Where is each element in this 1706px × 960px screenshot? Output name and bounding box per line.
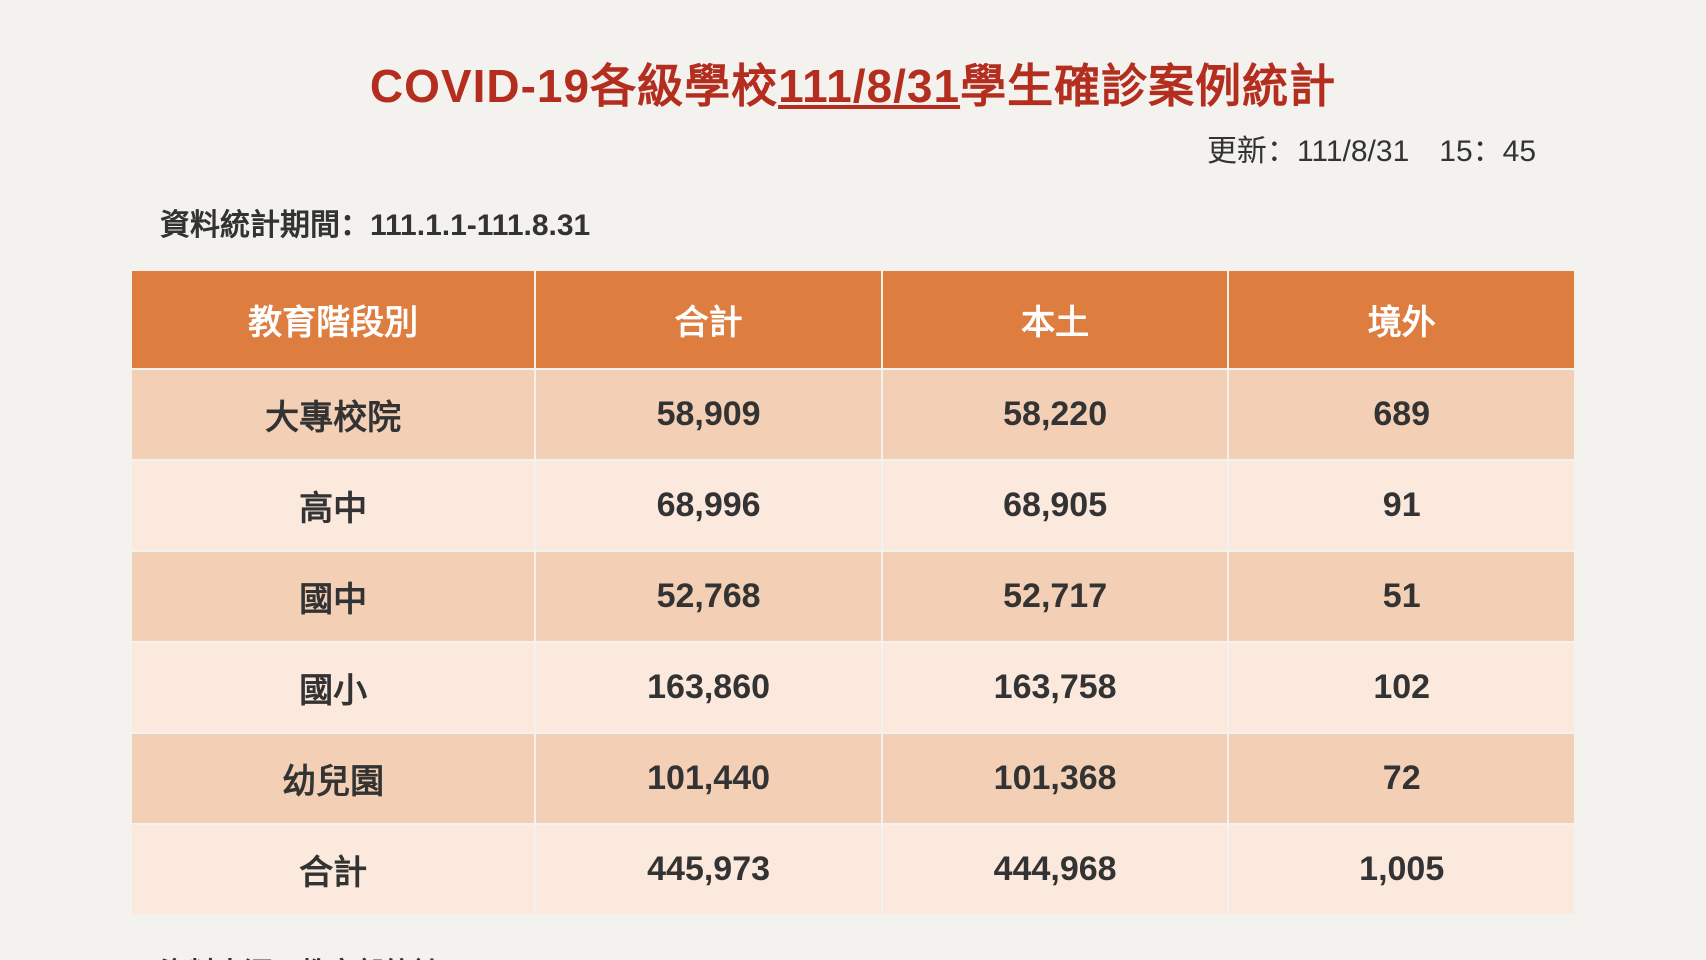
- table-cell: 163,860: [535, 642, 882, 733]
- table-cell: 68,905: [882, 460, 1229, 551]
- table-cell: 68,996: [535, 460, 882, 551]
- update-label: 更新：: [1207, 135, 1297, 168]
- main-title: COVID-19各級學校111/8/31學生確診案例統計: [130, 50, 1576, 116]
- table-cell: 91: [1228, 460, 1575, 551]
- table-row: 國小163,860163,758102: [131, 642, 1575, 733]
- slide-container: COVID-19各級學校111/8/31學生確診案例統計 更新：111/8/31…: [0, 0, 1706, 960]
- table-header-row: 教育階段別合計本土境外: [131, 270, 1575, 369]
- table-cell: 101,368: [882, 733, 1229, 824]
- table-header-cell: 境外: [1228, 270, 1575, 369]
- table-cell: 163,758: [882, 642, 1229, 733]
- table-cell: 51: [1228, 551, 1575, 642]
- table-cell: 444,968: [882, 824, 1229, 915]
- table-row: 高中68,99668,90591: [131, 460, 1575, 551]
- table-row: 合計445,973444,9681,005: [131, 824, 1575, 915]
- table-cell: 445,973: [535, 824, 882, 915]
- table-body: 大專校院58,90958,220689高中68,99668,90591國中52,…: [131, 369, 1575, 915]
- table-head: 教育階段別合計本土境外: [131, 270, 1575, 369]
- table-header-cell: 教育階段別: [131, 270, 535, 369]
- table-row: 幼兒園101,440101,36872: [131, 733, 1575, 824]
- table-row: 大專校院58,90958,220689: [131, 369, 1575, 460]
- title-post: 學生確診案例統計: [960, 60, 1336, 112]
- table-cell: 101,440: [535, 733, 882, 824]
- period-value: 111.1.1-111.8.31: [370, 209, 590, 242]
- table-cell: 58,220: [882, 369, 1229, 460]
- table-cell: 52,717: [882, 551, 1229, 642]
- table-cell: 72: [1228, 733, 1575, 824]
- title-date-underlined: 111/8/31: [778, 60, 960, 112]
- cases-table: 教育階段別合計本土境外 大專校院58,90958,220689高中68,9966…: [130, 269, 1576, 916]
- table-cell: 102: [1228, 642, 1575, 733]
- table-cell: 1,005: [1228, 824, 1575, 915]
- table-cell: 國中: [131, 551, 535, 642]
- update-value: 111/8/31 15：45: [1297, 135, 1536, 168]
- table-header-cell: 本土: [882, 270, 1229, 369]
- table-cell: 幼兒園: [131, 733, 535, 824]
- table-cell: 國小: [131, 642, 535, 733]
- table-cell: 52,768: [535, 551, 882, 642]
- table-header-cell: 合計: [535, 270, 882, 369]
- period-label: 資料統計期間：: [160, 209, 370, 242]
- data-period: 資料統計期間：111.1.1-111.8.31: [160, 200, 1576, 244]
- table-cell: 合計: [131, 824, 535, 915]
- title-pre: COVID-19各級學校: [370, 60, 778, 112]
- table-cell: 高中: [131, 460, 535, 551]
- table-cell: 58,909: [535, 369, 882, 460]
- table-row: 國中52,76852,71751: [131, 551, 1575, 642]
- data-source: 資料來源：教育部統計: [160, 951, 1576, 960]
- table-cell: 689: [1228, 369, 1575, 460]
- table-cell: 大專校院: [131, 369, 535, 460]
- update-timestamp: 更新：111/8/31 15：45: [130, 126, 1536, 170]
